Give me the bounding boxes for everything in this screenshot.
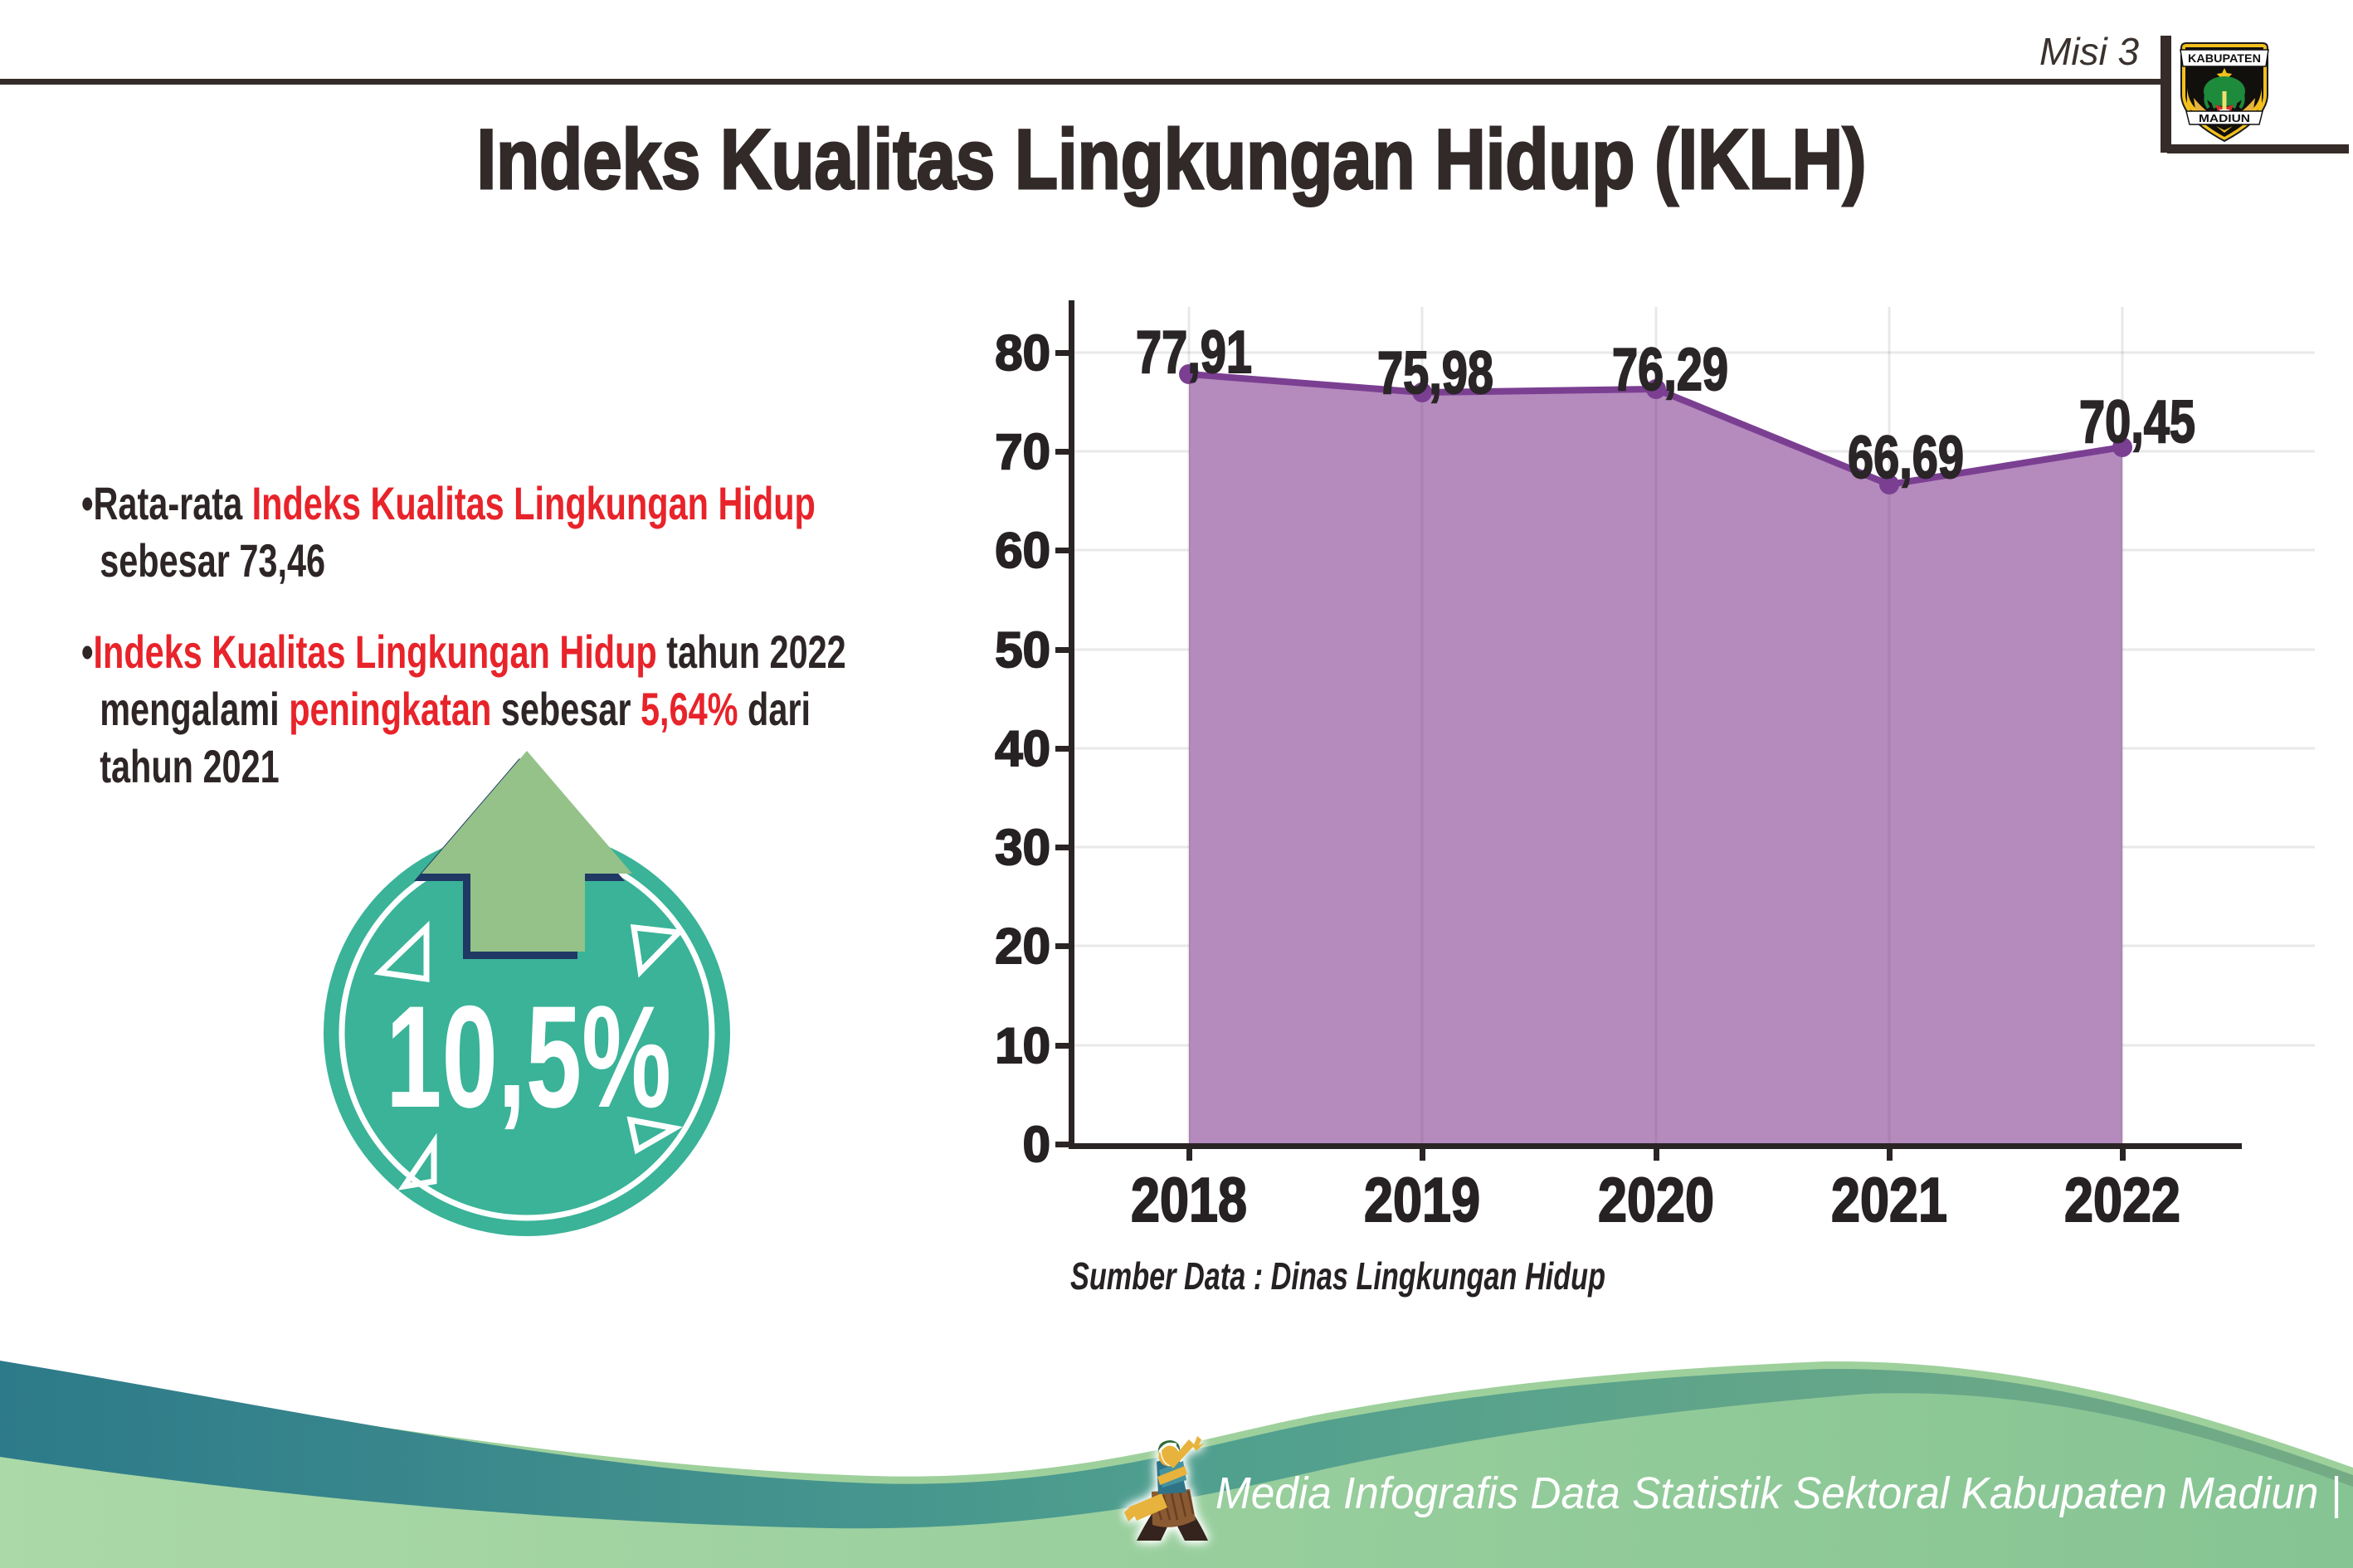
svg-text:60: 60	[995, 523, 1050, 578]
svg-text:70,45: 70,45	[2079, 389, 2195, 455]
svg-text:2018: 2018	[1131, 1165, 1247, 1234]
svg-text:Media Infografis Data Statisti: Media Infografis Data Statistik Sektoral…	[1215, 1468, 2341, 1518]
svg-text:0: 0	[1023, 1117, 1050, 1172]
svg-text:MADIUN: MADIUN	[2199, 112, 2250, 124]
svg-text:2019: 2019	[1364, 1165, 1480, 1234]
svg-text:77,91: 77,91	[1136, 319, 1252, 386]
svg-text:76,29: 76,29	[1612, 337, 1728, 403]
svg-text:70: 70	[995, 424, 1050, 480]
svg-text:40: 40	[995, 721, 1050, 777]
svg-text:KABUPATEN: KABUPATEN	[2188, 51, 2261, 65]
svg-text:10: 10	[995, 1018, 1050, 1074]
svg-text:2021: 2021	[1831, 1165, 1947, 1234]
svg-text:30: 30	[995, 820, 1050, 875]
svg-text:20: 20	[995, 918, 1050, 974]
svg-text:Sumber Data : Dinas Lingkungan: Sumber Data : Dinas Lingkungan Hidup	[1070, 1254, 1605, 1298]
svg-text:10,5%: 10,5%	[386, 976, 671, 1138]
svg-text:2020: 2020	[1598, 1165, 1714, 1234]
svg-text:80: 80	[995, 325, 1050, 381]
svg-text:75,98: 75,98	[1377, 340, 1493, 407]
svg-text:66,69: 66,69	[1848, 425, 1964, 491]
svg-text:2022: 2022	[2064, 1165, 2180, 1234]
svg-text:50: 50	[995, 622, 1050, 678]
